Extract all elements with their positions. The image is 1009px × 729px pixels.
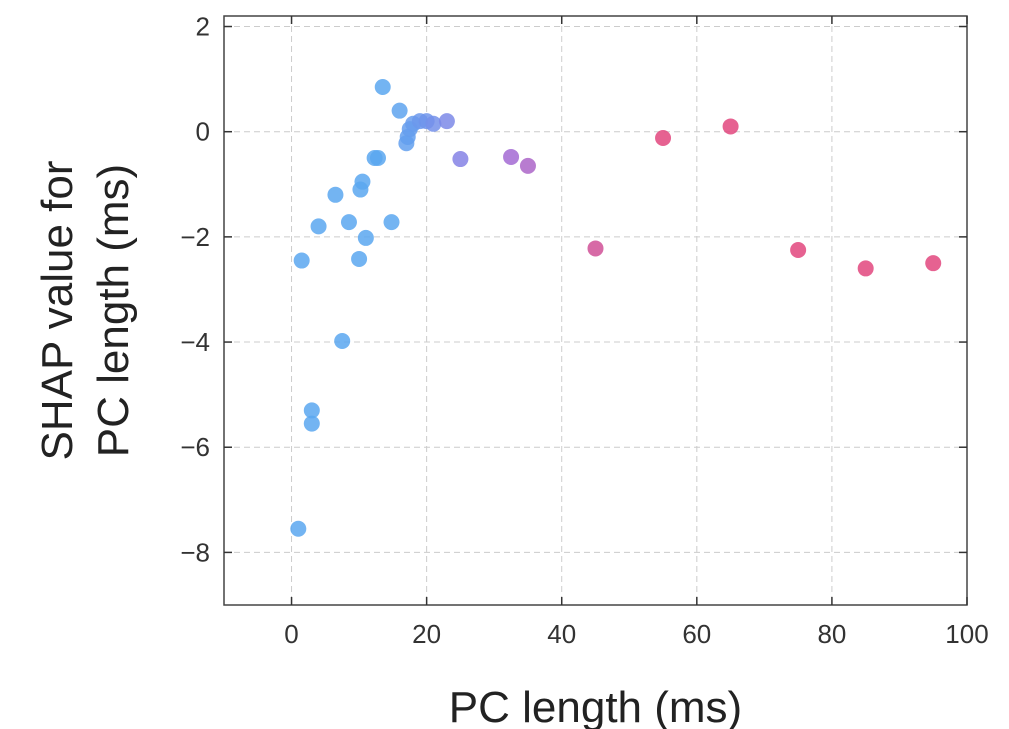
data-point — [334, 333, 351, 350]
plot-frame — [223, 15, 968, 606]
data-point — [790, 242, 807, 259]
x-tick-label: 20 — [412, 619, 441, 649]
data-points — [290, 78, 942, 537]
x-tick-label: 80 — [817, 619, 846, 649]
data-point — [370, 149, 387, 166]
data-point — [519, 157, 536, 174]
data-point — [303, 415, 320, 432]
data-point — [587, 240, 604, 257]
data-point — [425, 115, 442, 132]
data-point — [290, 520, 307, 537]
data-point — [925, 255, 942, 272]
x-tick-label: 40 — [547, 619, 576, 649]
x-axis-label: PC length (ms) — [449, 683, 742, 729]
data-point — [340, 214, 357, 231]
data-point — [357, 229, 374, 246]
data-point — [722, 118, 739, 135]
x-tick-label: 100 — [945, 619, 988, 649]
data-point — [383, 214, 400, 231]
data-point — [310, 218, 327, 235]
y-tick-label: −6 — [180, 432, 210, 462]
x-tick-label: 60 — [682, 619, 711, 649]
y-tick-label: −8 — [180, 537, 210, 567]
data-point — [327, 186, 344, 203]
grid — [224, 16, 968, 605]
y-tick-label: −4 — [180, 327, 210, 357]
y-tick-label: −2 — [180, 222, 210, 252]
y-axis-label-line: PC length (ms) — [89, 164, 138, 457]
data-point — [391, 102, 408, 119]
x-tick-label: 0 — [284, 619, 298, 649]
data-point — [655, 130, 672, 147]
data-point — [303, 402, 320, 419]
data-point — [857, 260, 874, 277]
data-point — [452, 151, 469, 168]
data-point — [351, 250, 368, 267]
y-axis-label-line: SHAP value for — [33, 160, 82, 460]
data-point — [354, 173, 371, 190]
y-tick-label: 0 — [196, 117, 210, 147]
data-point — [374, 78, 391, 95]
data-point — [293, 252, 310, 269]
y-tick-label: 2 — [196, 12, 210, 42]
data-point — [503, 148, 520, 165]
y-axis-label: SHAP value for PC length (ms) — [33, 160, 138, 460]
data-point — [438, 113, 455, 130]
